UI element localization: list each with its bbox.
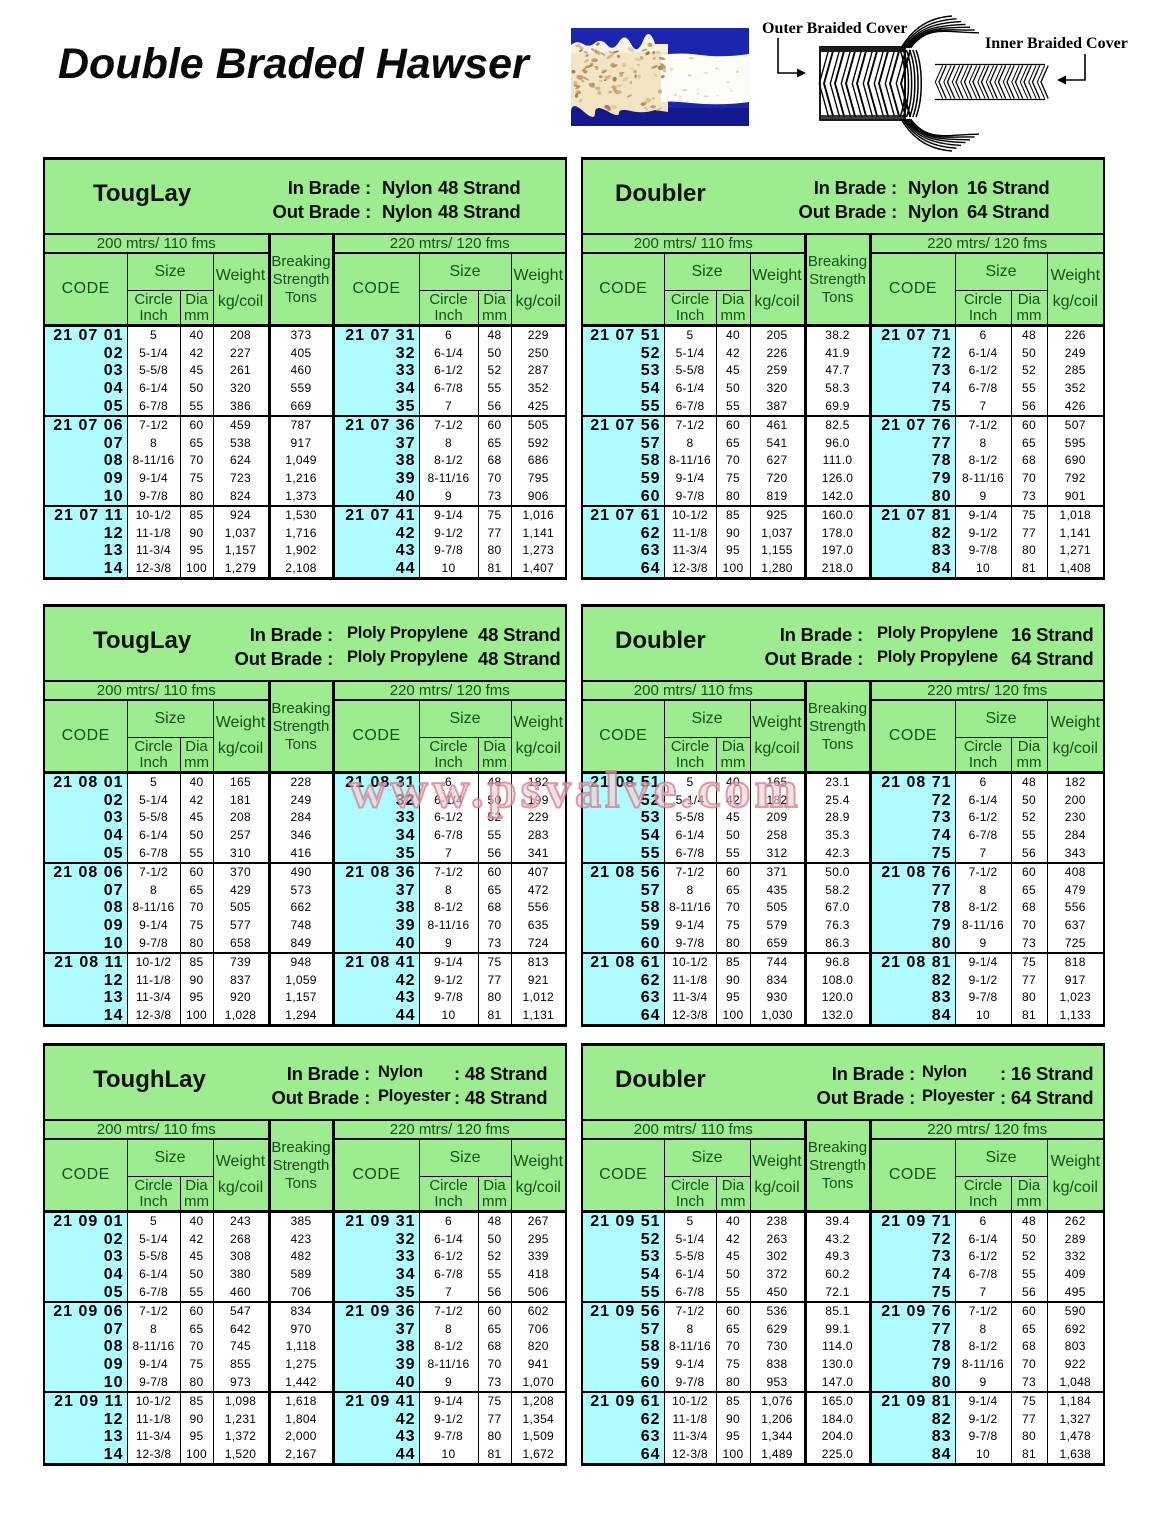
svg-text:Inner Braided Cover: Inner Braided Cover [985, 35, 1128, 52]
svg-text:Outer Braided Cover: Outer Braided Cover [762, 20, 907, 37]
